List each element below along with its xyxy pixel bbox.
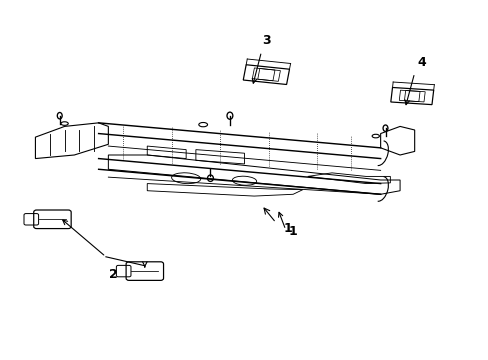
Text: 1: 1 (288, 225, 297, 238)
Text: 4: 4 (417, 56, 426, 69)
Text: 1: 1 (284, 222, 292, 235)
Text: 3: 3 (262, 34, 270, 47)
Text: 2: 2 (109, 268, 117, 281)
